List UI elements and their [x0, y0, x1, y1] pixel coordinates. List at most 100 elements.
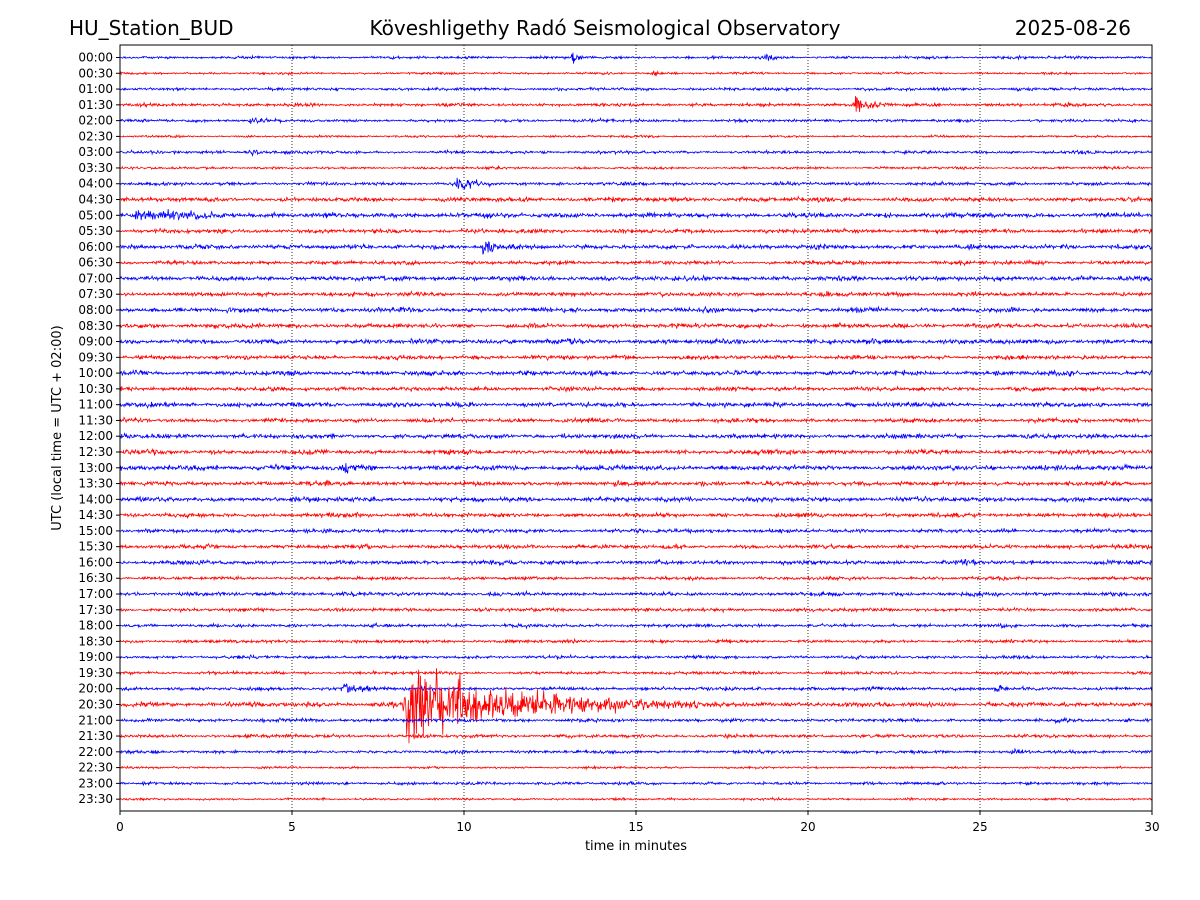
trace-row-1730 — [120, 606, 1152, 614]
plot-frame — [119, 44, 1153, 812]
row-label: 08:00 — [78, 303, 113, 317]
trace-row-1930 — [120, 669, 1152, 677]
row-label: 20:30 — [78, 697, 113, 711]
trace-row-0730 — [120, 289, 1152, 299]
row-label: 03:30 — [78, 161, 113, 175]
trace-row-0900 — [120, 337, 1152, 346]
trace-row-2330 — [120, 796, 1152, 802]
row-label: 13:30 — [78, 477, 113, 491]
trace-row-0000 — [120, 52, 1152, 64]
trace-row-2000 — [120, 683, 1152, 693]
trace-row-0800 — [120, 305, 1152, 314]
row-label: 05:00 — [78, 208, 113, 222]
row-label: 16:00 — [78, 555, 113, 569]
row-label: 21:30 — [78, 729, 113, 743]
x-tick-label: 30 — [1144, 820, 1159, 834]
trace-row-0230 — [120, 133, 1152, 139]
row-label: 02:30 — [78, 129, 113, 143]
row-label: 07:30 — [78, 287, 113, 301]
trace-row-1400 — [120, 495, 1152, 504]
trace-row-1430 — [120, 511, 1152, 520]
trace-row-2030 — [120, 668, 1152, 744]
x-tick-label: 5 — [288, 820, 296, 834]
trace-row-1300 — [120, 463, 1152, 474]
x-tick-label: 25 — [972, 820, 987, 834]
trace-layer — [120, 52, 1152, 802]
row-label: 11:00 — [78, 398, 113, 412]
trace-row-0130 — [120, 95, 1152, 113]
row-label: 18:30 — [78, 634, 113, 648]
trace-row-0300 — [120, 148, 1152, 158]
trace-row-0030 — [120, 69, 1152, 77]
y-axis-label: UTC (local time = UTC + 02:00) — [50, 325, 65, 530]
trace-row-0600 — [120, 241, 1152, 255]
row-label: 19:00 — [78, 650, 113, 664]
row-label: 12:30 — [78, 445, 113, 459]
row-label: 17:30 — [78, 603, 113, 617]
row-label: 06:30 — [78, 256, 113, 270]
trace-row-0530 — [120, 227, 1152, 235]
trace-row-0200 — [120, 116, 1152, 125]
trace-row-0430 — [120, 195, 1152, 204]
row-label: 18:00 — [78, 619, 113, 633]
trace-row-2130 — [120, 732, 1152, 740]
row-label: 14:30 — [78, 508, 113, 522]
row-label: 07:00 — [78, 271, 113, 285]
x-tick-label: 20 — [800, 820, 815, 834]
trace-row-1500 — [120, 526, 1152, 535]
row-label: 05:30 — [78, 224, 113, 238]
row-label: 00:00 — [78, 51, 113, 65]
trace-row-0330 — [120, 164, 1152, 171]
row-label: 03:00 — [78, 145, 113, 159]
row-label: 09:00 — [78, 335, 113, 349]
trace-row-1130 — [120, 416, 1152, 425]
x-tick-label: 0 — [116, 820, 124, 834]
row-label: 02:00 — [78, 114, 113, 128]
row-label: 21:00 — [78, 713, 113, 727]
trace-row-0400 — [120, 177, 1152, 190]
row-label: 12:00 — [78, 429, 113, 443]
row-label: 10:30 — [78, 382, 113, 396]
row-label: 14:00 — [78, 492, 113, 506]
trace-row-1600 — [120, 558, 1152, 567]
trace-row-1230 — [120, 447, 1152, 457]
trace-row-1900 — [120, 653, 1152, 661]
chart-title: Köveshligethy Radó Seismological Observa… — [370, 16, 841, 40]
row-label: 08:30 — [78, 319, 113, 333]
row-label: 01:30 — [78, 98, 113, 112]
trace-row-0630 — [120, 258, 1152, 267]
row-label: 11:30 — [78, 413, 113, 427]
date-label: 2025-08-26 — [1015, 16, 1131, 40]
row-label: 22:30 — [78, 761, 113, 775]
trace-row-1030 — [120, 385, 1152, 393]
row-label: 10:00 — [78, 366, 113, 380]
row-label: 15:00 — [78, 524, 113, 538]
trace-row-1630 — [120, 574, 1152, 582]
x-axis-label: time in minutes — [585, 839, 687, 854]
row-label: 15:30 — [78, 540, 113, 554]
row-label: 16:30 — [78, 571, 113, 585]
trace-row-0930 — [120, 353, 1152, 362]
x-ticks: 0 5 10 15 20 25 30 — [116, 811, 1160, 834]
row-label: 20:00 — [78, 682, 113, 696]
trace-row-2300 — [120, 780, 1152, 787]
trace-row-1830 — [120, 637, 1152, 645]
row-label: 06:00 — [78, 240, 113, 254]
trace-row-1000 — [120, 369, 1152, 378]
trace-row-0500 — [120, 209, 1152, 221]
trace-row-1330 — [120, 479, 1152, 488]
row-label: 23:00 — [78, 776, 113, 790]
trace-row-1800 — [120, 622, 1152, 630]
trace-row-2230 — [120, 764, 1152, 771]
trace-row-0830 — [120, 321, 1152, 330]
trace-row-0100 — [120, 86, 1152, 93]
trace-row-0700 — [120, 274, 1152, 283]
trace-row-1200 — [120, 432, 1152, 441]
x-tick-label: 10 — [456, 820, 471, 834]
row-label: 00:30 — [78, 66, 113, 80]
trace-row-2200 — [120, 747, 1152, 756]
trace-row-1100 — [120, 400, 1152, 409]
